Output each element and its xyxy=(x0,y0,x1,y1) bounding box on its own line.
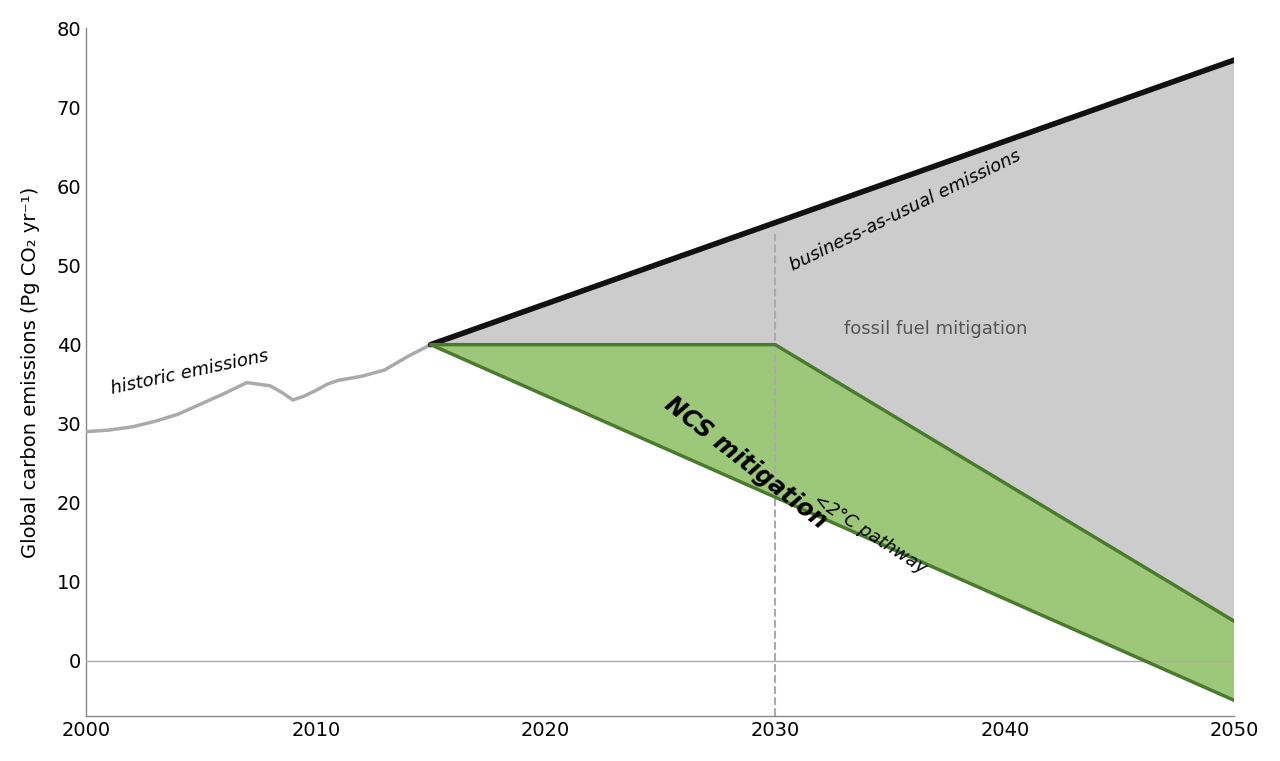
Polygon shape xyxy=(430,345,1234,700)
Text: NCS mitigation: NCS mitigation xyxy=(660,393,832,534)
Y-axis label: Global carbon emissions (Pg CO₂ yr⁻¹): Global carbon emissions (Pg CO₂ yr⁻¹) xyxy=(20,186,40,558)
Text: fossil fuel mitigation: fossil fuel mitigation xyxy=(844,320,1028,338)
Text: <2°C pathway: <2°C pathway xyxy=(809,491,929,578)
Text: business-as-usual emissions: business-as-usual emissions xyxy=(787,146,1024,274)
Polygon shape xyxy=(430,60,1234,622)
Text: historic emissions: historic emissions xyxy=(109,347,270,398)
